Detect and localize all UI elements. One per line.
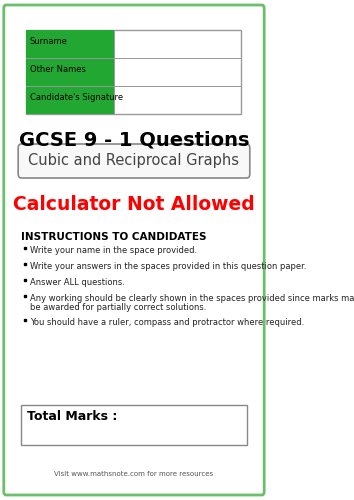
Text: Candidate's Signature: Candidate's Signature (29, 92, 122, 102)
Text: Answer ALL questions.: Answer ALL questions. (30, 278, 125, 287)
Text: You should have a ruler, compass and protractor where required.: You should have a ruler, compass and pro… (30, 318, 304, 327)
Text: GCSE 9 - 1 Questions: GCSE 9 - 1 Questions (19, 130, 249, 150)
FancyBboxPatch shape (18, 144, 250, 178)
Text: Write your answers in the spaces provided in this question paper.: Write your answers in the spaces provide… (30, 262, 307, 271)
Text: INSTRUCTIONS TO CANDIDATES: INSTRUCTIONS TO CANDIDATES (21, 232, 207, 242)
Text: Calculator Not Allowed: Calculator Not Allowed (13, 196, 255, 214)
Bar (27, 58, 114, 86)
FancyBboxPatch shape (4, 5, 264, 495)
Bar (27, 30, 241, 114)
Text: Write your name in the space provided.: Write your name in the space provided. (30, 246, 198, 255)
Text: Visit www.mathsnote.com for more resources: Visit www.mathsnote.com for more resourc… (55, 471, 213, 477)
Text: Cubic and Reciprocal Graphs: Cubic and Reciprocal Graphs (28, 154, 240, 168)
Text: Other Names: Other Names (29, 64, 85, 74)
Bar (27, 30, 114, 58)
Text: Surname: Surname (29, 36, 67, 46)
Bar (27, 86, 114, 114)
Bar (21, 405, 247, 445)
Text: Total Marks :: Total Marks : (27, 410, 118, 424)
Text: Any working should be clearly shown in the spaces provided since marks may: Any working should be clearly shown in t… (30, 294, 354, 303)
Text: be awarded for partially correct solutions.: be awarded for partially correct solutio… (30, 303, 207, 312)
